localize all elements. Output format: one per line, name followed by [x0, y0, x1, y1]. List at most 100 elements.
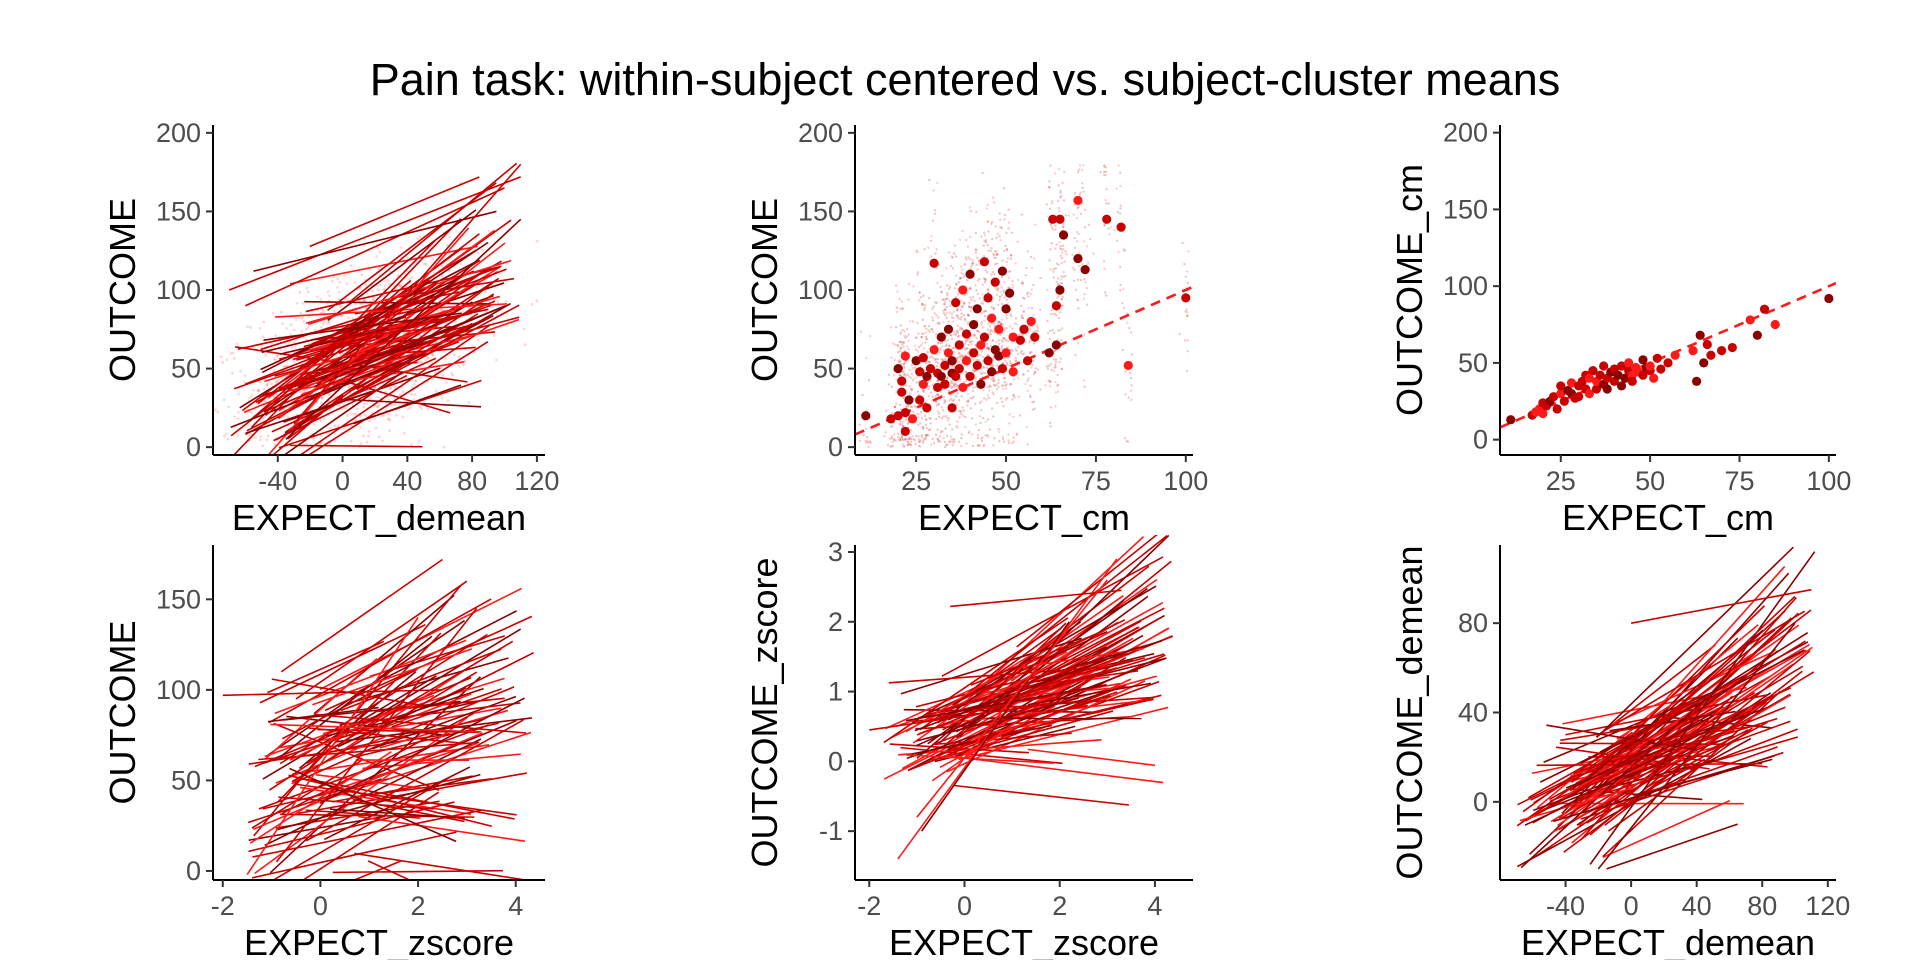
cloud-point [327, 393, 331, 397]
subject-line [1555, 746, 1710, 770]
subject-line [264, 657, 378, 760]
cloud-point [924, 423, 928, 427]
cloud-point [334, 395, 337, 399]
cloud-point [1036, 326, 1040, 329]
cloud-point [975, 288, 978, 292]
cloud-point [1027, 306, 1030, 310]
cloud-point [423, 262, 426, 266]
cloud-point [1017, 345, 1020, 349]
cloud-point [319, 401, 323, 405]
cloud-point [1060, 297, 1063, 301]
data-point [1717, 346, 1727, 356]
cloud-point [418, 235, 422, 238]
x-tick-label: -40 [1546, 891, 1585, 921]
cloud-point [1183, 339, 1187, 342]
cloud-point [927, 394, 931, 398]
cloud-point [980, 400, 983, 403]
data-point [1649, 373, 1659, 383]
cloud-point [1032, 314, 1035, 317]
cloud-point [400, 246, 403, 250]
cloud-point [289, 323, 293, 327]
cloud-point [1119, 207, 1122, 210]
cloud-point [998, 295, 1002, 298]
cloud-point [948, 304, 952, 308]
subject-line [914, 646, 1140, 732]
cloud-point [907, 405, 910, 408]
cloud-point [935, 314, 938, 317]
cloud-point [957, 334, 960, 338]
cloud-point [395, 413, 399, 417]
cloud-point [984, 238, 988, 242]
y-tick-label: 80 [1458, 608, 1488, 638]
cloud-point [1122, 248, 1125, 251]
subject-line [245, 187, 505, 307]
cloud-point [991, 363, 994, 366]
subject-line [264, 738, 482, 847]
cloud-point [983, 371, 986, 375]
cloud-point [991, 271, 995, 274]
cloud-point [918, 440, 921, 444]
cloud-point [969, 287, 972, 291]
cloud-point [1003, 249, 1006, 253]
data-point [915, 395, 925, 405]
cloud-point [961, 229, 964, 233]
cloud-point [990, 385, 993, 388]
cloud-point [365, 440, 369, 444]
cloud-point [1178, 332, 1181, 336]
cloud-point [1059, 281, 1062, 285]
subject-line [275, 322, 473, 441]
subject-line [945, 754, 1164, 784]
cloud-point [1051, 328, 1054, 332]
cloud-point [909, 376, 913, 379]
cloud-point [941, 341, 944, 344]
cloud-point [1052, 267, 1056, 271]
subject-line [1565, 694, 1768, 736]
cloud-point [967, 323, 970, 326]
cloud-point [222, 398, 226, 402]
subject-line [289, 699, 416, 761]
cloud-point [971, 397, 974, 400]
cloud-point [950, 380, 953, 383]
x-tick-label: 4 [508, 891, 523, 921]
cloud-point [957, 360, 961, 363]
cloud-point [1102, 164, 1106, 167]
cloud-point [970, 342, 973, 346]
cloud-point [982, 397, 986, 400]
panel-p1: -40 0 40 80 120050100150200EXPECT_demeanOUTC… [102, 118, 559, 538]
subject-line [303, 319, 415, 348]
data-point [1055, 285, 1065, 295]
cloud-point [1079, 191, 1082, 194]
cloud-point [931, 437, 934, 441]
cloud-point [936, 181, 939, 185]
cloud-point [301, 316, 304, 320]
cloud-point [974, 231, 978, 235]
cloud-point [286, 415, 290, 419]
cloud-point [974, 346, 978, 350]
cloud-point [1107, 202, 1110, 205]
cloud-point [1075, 240, 1079, 243]
cloud-point [966, 245, 970, 248]
cloud-point [1008, 286, 1011, 290]
cloud-point [977, 259, 981, 262]
cloud-point [394, 385, 398, 389]
cloud-point [424, 262, 428, 266]
cloud-point [931, 319, 934, 322]
cloud-point [944, 344, 948, 348]
cloud-point [1123, 249, 1127, 252]
cloud-point [889, 437, 892, 440]
cloud-point [1009, 257, 1013, 260]
cloud-point [946, 294, 949, 297]
cloud-point [312, 438, 316, 442]
cloud-point [964, 319, 967, 322]
cloud-point [364, 283, 368, 287]
cloud-point [1119, 184, 1122, 188]
cloud-point [410, 385, 414, 389]
data-point [897, 376, 907, 386]
cloud-point [943, 440, 947, 444]
cloud-point [227, 405, 230, 409]
cloud-point [964, 426, 967, 429]
subject-line [315, 773, 423, 789]
cloud-point [928, 416, 931, 420]
cloud-point [957, 281, 961, 284]
cloud-point [995, 262, 999, 265]
